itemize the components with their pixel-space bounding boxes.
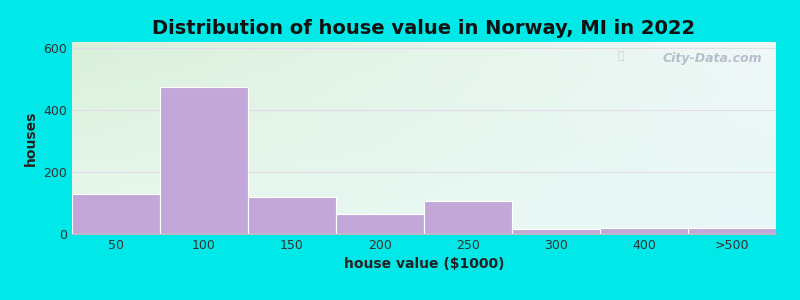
Bar [688, 228, 776, 234]
Bar [160, 87, 248, 234]
X-axis label: house value ($1000): house value ($1000) [344, 257, 504, 272]
Bar [512, 230, 600, 234]
Bar [248, 197, 336, 234]
Bar [424, 202, 512, 234]
Y-axis label: houses: houses [24, 110, 38, 166]
Text: 🔍: 🔍 [618, 51, 624, 61]
Bar [336, 214, 424, 234]
Bar [72, 194, 160, 234]
Bar [600, 228, 688, 234]
Text: City-Data.com: City-Data.com [662, 52, 762, 64]
Title: Distribution of house value in Norway, MI in 2022: Distribution of house value in Norway, M… [153, 19, 695, 38]
